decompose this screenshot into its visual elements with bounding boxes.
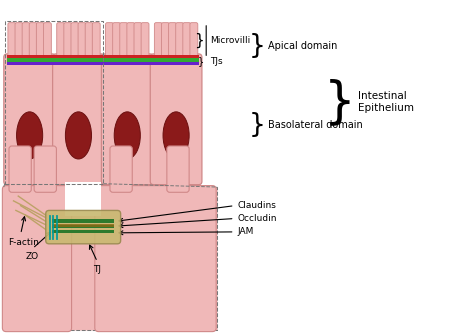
- Text: Claudins: Claudins: [237, 201, 276, 210]
- Text: }: }: [249, 112, 265, 138]
- Text: JAM: JAM: [237, 227, 254, 236]
- Bar: [52, 225, 115, 228]
- FancyBboxPatch shape: [169, 23, 176, 60]
- FancyBboxPatch shape: [150, 54, 202, 185]
- FancyBboxPatch shape: [22, 23, 30, 60]
- FancyBboxPatch shape: [120, 23, 128, 60]
- FancyBboxPatch shape: [2, 186, 72, 332]
- Text: Basolateral domain: Basolateral domain: [268, 120, 363, 130]
- FancyBboxPatch shape: [8, 23, 16, 60]
- FancyBboxPatch shape: [85, 23, 93, 60]
- FancyBboxPatch shape: [127, 23, 135, 60]
- FancyBboxPatch shape: [183, 23, 191, 60]
- Bar: [65, 182, 101, 216]
- Ellipse shape: [65, 112, 91, 159]
- Bar: [52, 219, 115, 223]
- FancyBboxPatch shape: [162, 23, 169, 60]
- FancyBboxPatch shape: [101, 54, 153, 185]
- FancyBboxPatch shape: [53, 54, 104, 185]
- FancyBboxPatch shape: [155, 23, 162, 60]
- FancyBboxPatch shape: [141, 23, 149, 60]
- Bar: [7, 58, 199, 61]
- FancyBboxPatch shape: [36, 23, 44, 60]
- FancyBboxPatch shape: [29, 23, 37, 60]
- Bar: [7, 62, 199, 65]
- FancyBboxPatch shape: [9, 146, 31, 192]
- Bar: [5, 20, 103, 184]
- FancyBboxPatch shape: [113, 23, 120, 60]
- FancyBboxPatch shape: [176, 23, 183, 60]
- FancyBboxPatch shape: [71, 23, 79, 60]
- Text: }: }: [194, 33, 204, 48]
- FancyBboxPatch shape: [95, 186, 216, 332]
- FancyBboxPatch shape: [64, 23, 72, 60]
- FancyBboxPatch shape: [46, 210, 121, 244]
- FancyBboxPatch shape: [190, 23, 198, 60]
- Text: TJ: TJ: [93, 265, 101, 274]
- FancyBboxPatch shape: [134, 23, 142, 60]
- FancyBboxPatch shape: [110, 146, 132, 192]
- Text: Occludin: Occludin: [237, 214, 276, 223]
- Text: }: }: [249, 33, 265, 59]
- Text: TJs: TJs: [210, 57, 223, 66]
- Ellipse shape: [114, 112, 140, 159]
- Bar: [52, 224, 115, 227]
- Text: Apical domain: Apical domain: [268, 41, 337, 51]
- FancyBboxPatch shape: [44, 23, 51, 60]
- FancyBboxPatch shape: [92, 23, 100, 60]
- FancyBboxPatch shape: [78, 23, 86, 60]
- FancyBboxPatch shape: [4, 54, 55, 185]
- Text: Microvilli: Microvilli: [210, 36, 250, 45]
- FancyBboxPatch shape: [167, 146, 189, 192]
- FancyBboxPatch shape: [34, 146, 56, 192]
- Bar: [4, 187, 217, 330]
- Text: Intestinal
Epithelium: Intestinal Epithelium: [358, 91, 414, 113]
- FancyBboxPatch shape: [15, 23, 23, 60]
- Bar: [52, 230, 115, 233]
- Text: }: }: [324, 78, 356, 126]
- Text: ZO: ZO: [26, 252, 38, 261]
- FancyBboxPatch shape: [57, 23, 64, 60]
- FancyBboxPatch shape: [106, 23, 113, 60]
- Ellipse shape: [17, 112, 43, 159]
- Ellipse shape: [163, 112, 189, 159]
- Bar: [7, 55, 199, 58]
- Text: F-actin: F-actin: [8, 237, 39, 246]
- Text: }: }: [198, 56, 204, 66]
